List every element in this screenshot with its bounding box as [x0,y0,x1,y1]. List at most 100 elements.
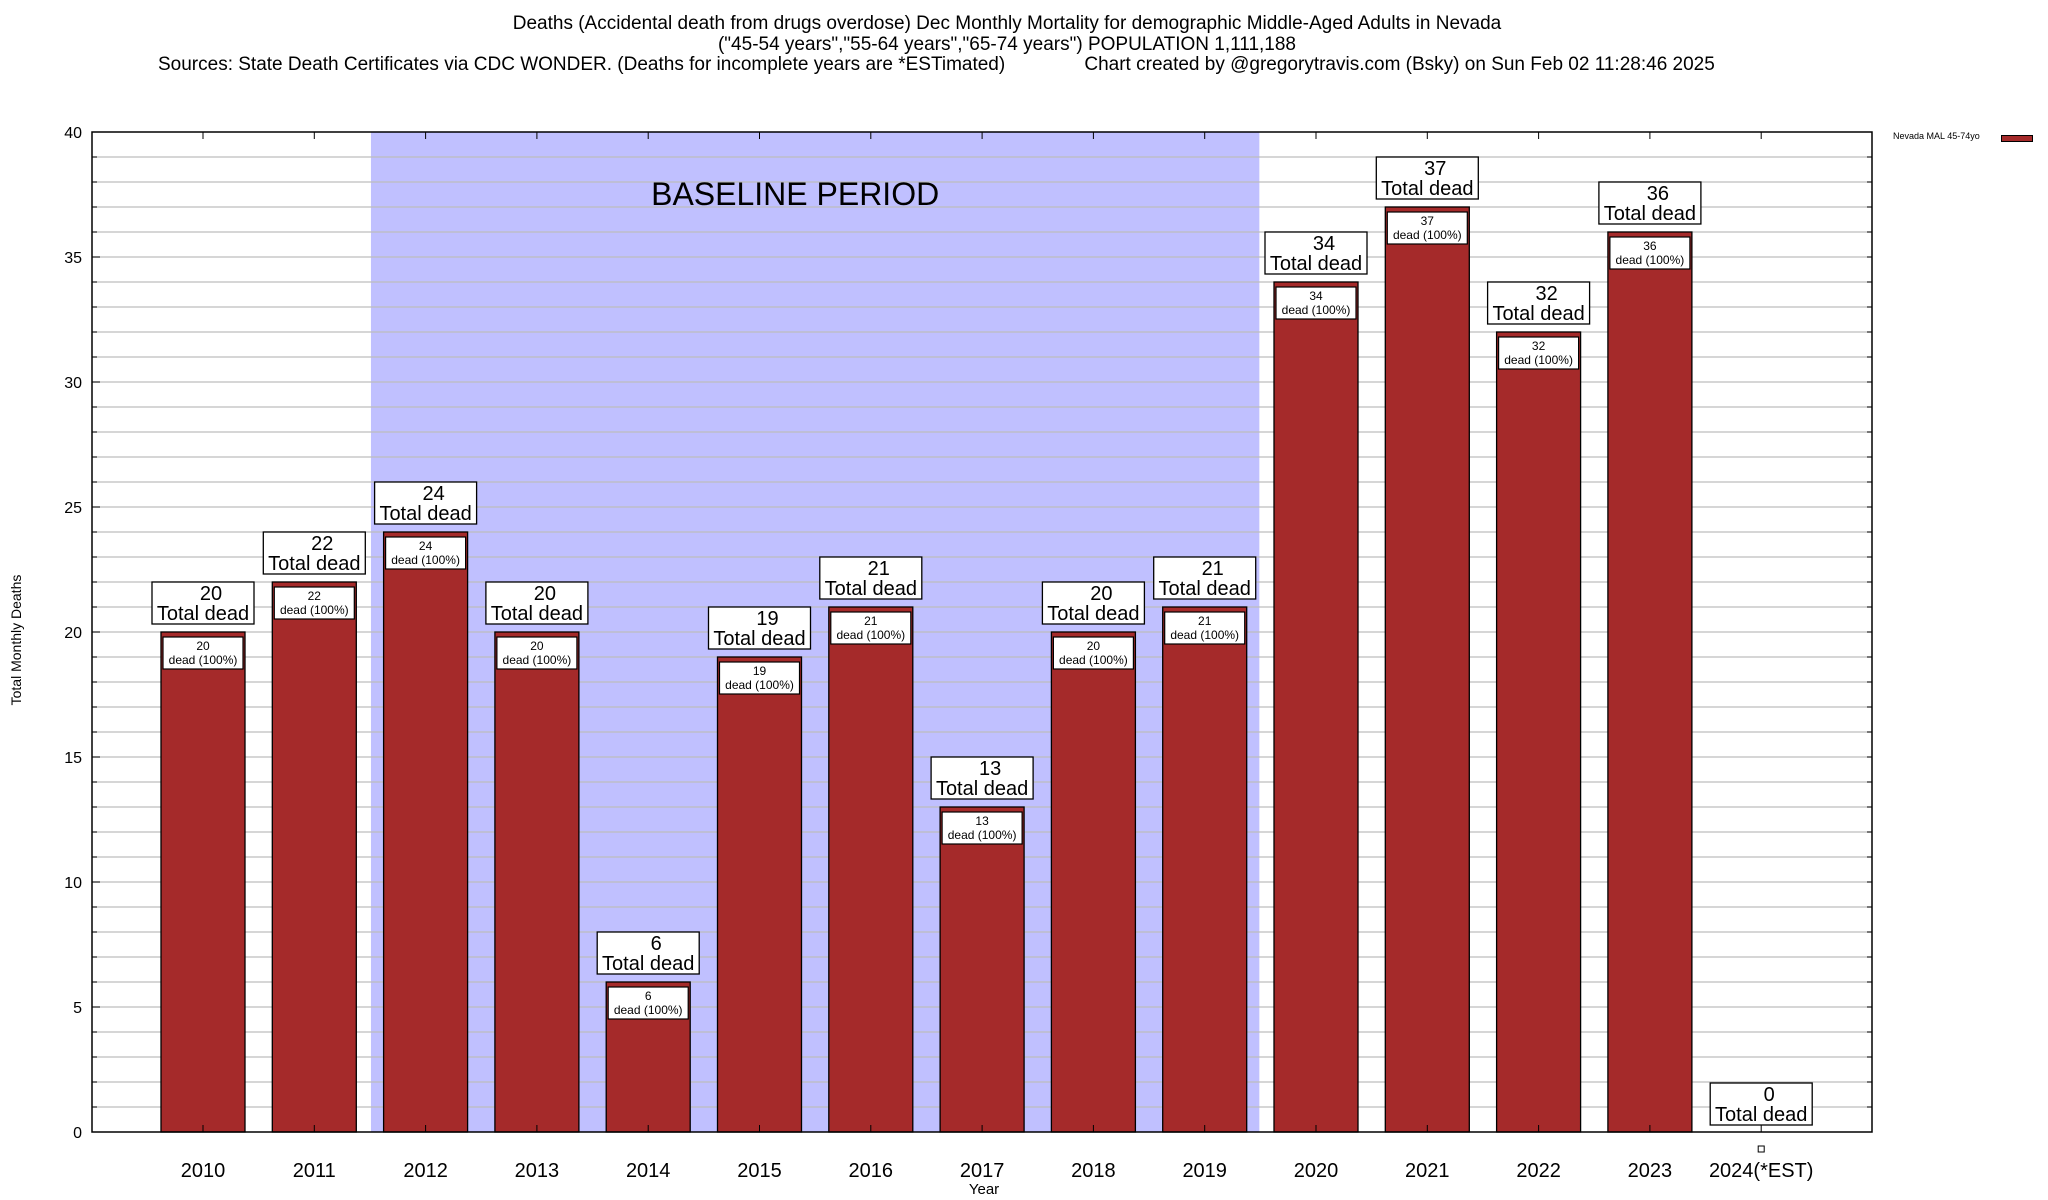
y-tick-label: 35 [64,250,82,267]
y-tick-label: 20 [64,625,82,642]
bar [828,606,914,1133]
inner-label-box [1497,336,1580,370]
total-label-box [151,581,255,625]
inner-label-value: 19 [753,664,767,678]
inner-label-value: 13 [975,814,989,828]
total-label-text: Total dead [1604,203,1696,225]
total-label-box [485,581,589,625]
inner-label-text: dead (100%) [391,553,460,567]
total-label-text: Total dead [936,778,1028,800]
total-label-value: 24 [422,483,444,505]
inner-label-text: dead (100%) [614,1003,683,1017]
total-label-box [1041,581,1146,625]
inner-label-box [1052,636,1135,670]
total-label-value: 20 [200,583,222,605]
total-label-value: 0 [1764,1084,1775,1106]
total-label-value: 37 [1424,158,1446,180]
x-tick-label: 2023 [1628,1160,1673,1182]
bar [494,631,580,1133]
inner-label-text: dead (100%) [1504,353,1573,367]
total-label-box [1486,281,1591,325]
total-label-text: Total dead [1492,303,1584,325]
inner-label-box [162,636,244,670]
x-tick-label: 2022 [1516,1160,1561,1182]
inner-label-text: dead (100%) [1059,653,1128,667]
bar [716,656,803,1133]
x-tick-label: 2020 [1294,1160,1339,1182]
x-tick-label: 2013 [515,1160,560,1182]
total-label-text: Total dead [1381,178,1473,200]
total-label-box [596,931,700,975]
x-tick-label: 2018 [1071,1160,1116,1182]
total-label-box [373,481,478,525]
bar [1162,606,1248,1133]
inner-label-box [941,811,1023,845]
total-label-value: 21 [1202,558,1224,580]
inner-label-text: dead (100%) [280,603,349,617]
legend-label: Nevada MAL 45-74yo [1893,131,1980,141]
x-tick-label: 2019 [1182,1160,1227,1182]
chart-source-line: Sources: State Death Certificates via CD… [158,54,1715,75]
inner-label-text: dead (100%) [169,653,238,667]
bar [939,806,1025,1133]
total-label-text: Total dead [157,603,249,625]
x-tick-label: 2021 [1405,1160,1450,1182]
x-tick-label: 2016 [849,1160,894,1182]
bar [1384,206,1470,1133]
total-label-value: 21 [868,558,890,580]
x-tick-label: 2010 [181,1160,226,1182]
inner-label-box [385,536,467,570]
inner-label-value: 6 [645,989,652,1003]
total-label-box [1375,156,1479,200]
zero-marker [1757,1145,1765,1153]
inner-label-box [607,986,689,1020]
bar [160,631,246,1133]
inner-label-value: 22 [308,589,322,603]
x-tick-label: 2015 [737,1160,782,1182]
total-label-box [1264,231,1368,275]
x-tick-label: 2011 [293,1160,336,1182]
inner-label-value: 32 [1532,339,1546,353]
total-label-text: Total dead [825,578,917,600]
total-label-value: 20 [1090,583,1112,605]
bar [1273,281,1359,1133]
legend-swatch [2001,135,2033,142]
total-label-box [262,531,366,575]
bar [271,581,357,1133]
inner-label-box [1609,236,1691,270]
y-tick-label: 40 [64,125,82,142]
inner-label-box [1275,286,1357,320]
y-tick-label: 0 [73,1125,82,1142]
inner-label-value: 21 [1198,614,1212,628]
total-label-box [1153,556,1257,600]
y-tick-label: 30 [64,375,82,392]
inner-label-value: 20 [530,639,544,653]
inner-label-value: 34 [1309,289,1323,303]
inner-label-value: 20 [196,639,210,653]
y-tick-label: 5 [73,1000,82,1017]
total-label-value: 6 [651,933,662,955]
total-label-text: Total dead [379,503,471,525]
x-tick-label: 2024(*EST) [1709,1160,1814,1182]
baseline-period-label: BASELINE PERIOD [651,176,939,212]
chart-title: Deaths (Accidental death from drugs over… [512,13,1502,34]
total-label-text: Total dead [491,603,583,625]
y-tick-label: 15 [64,750,82,767]
total-label-value: 32 [1535,283,1557,305]
y-tick-label: 10 [64,875,82,892]
inner-label-box [1386,211,1468,245]
inner-label-value: 20 [1087,639,1101,653]
plot-frame [91,131,1873,1133]
inner-label-value: 21 [864,614,878,628]
inner-label-box [273,586,355,620]
bar [1050,631,1137,1133]
total-label-value: 36 [1647,183,1669,205]
total-label-box [930,756,1034,800]
inner-label-text: dead (100%) [725,678,794,692]
inner-label-text: dead (100%) [1170,628,1239,642]
inner-label-text: dead (100%) [1393,228,1462,242]
total-label-text: Total dead [713,628,805,650]
inner-label-text: dead (100%) [503,653,572,667]
inner-label-box [718,661,801,695]
inner-label-text: dead (100%) [1282,303,1351,317]
